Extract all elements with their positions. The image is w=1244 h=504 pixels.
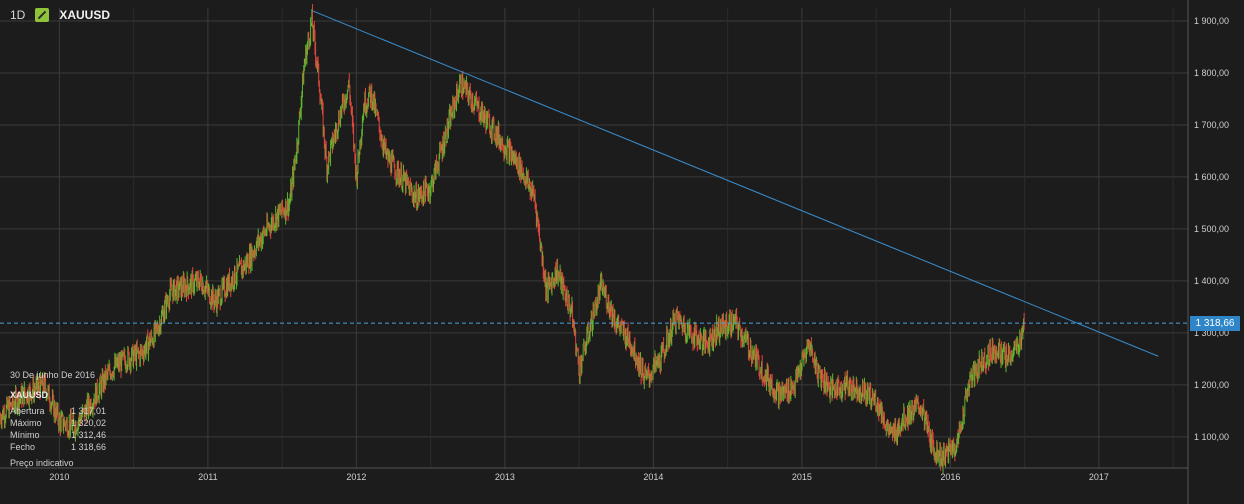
info-date: 30 De junho De 2016 — [10, 370, 96, 380]
y-tick-label: 1 500,00 — [1194, 224, 1229, 234]
x-tick-label: 2010 — [49, 472, 69, 482]
info-row-low: Mínimo 1 312,46 — [10, 430, 106, 440]
x-tick-label: 2013 — [495, 472, 515, 482]
info-note: Preço indicativo — [10, 458, 74, 468]
current-price-badge: 1 318,66 — [1190, 316, 1240, 332]
info-row-high: Máximo 1 320,02 — [10, 418, 106, 428]
info-row-open: Abertura 1 317,01 — [10, 406, 106, 416]
x-tick-label: 2014 — [643, 472, 663, 482]
timeframe-label[interactable]: 1D — [10, 8, 26, 22]
info-row-close: Fecho 1 318,66 — [10, 442, 106, 452]
y-tick-label: 1 600,00 — [1194, 172, 1229, 182]
x-tick-label: 2012 — [346, 472, 366, 482]
y-tick-label: 1 300,00 — [1194, 328, 1229, 338]
symbol-label[interactable]: XAUUSD — [59, 8, 111, 22]
x-tick-label: 2016 — [940, 472, 960, 482]
y-tick-label: 1 200,00 — [1194, 380, 1229, 390]
chart-header: 1D XAUUSD — [10, 8, 110, 22]
info-symbol: XAUUSD — [10, 390, 49, 400]
ohlc-info-panel: 30 De junho De 2016 XAUUSD Abertura 1 317… — [10, 369, 106, 469]
trendline — [311, 10, 1159, 357]
symbol-icon — [35, 8, 50, 22]
x-tick-label: 2017 — [1089, 472, 1109, 482]
chart-grid — [0, 8, 1188, 468]
y-tick-label: 1 400,00 — [1194, 276, 1229, 286]
y-tick-label: 1 700,00 — [1194, 120, 1229, 130]
x-axis: 2010 2011 2012 2013 2014 2015 2016 2017 — [0, 467, 1188, 482]
candles — [0, 4, 1025, 474]
y-tick-label: 1 800,00 — [1194, 68, 1229, 78]
y-axis: 1 100,00 1 200,00 1 300,00 1 400,00 1 500,00… — [1187, 0, 1229, 504]
x-tick-label: 2015 — [792, 472, 812, 482]
x-tick-label: 2011 — [198, 472, 217, 482]
y-tick-label: 1 900,00 — [1194, 16, 1229, 26]
y-tick-label: 1 100,00 — [1194, 432, 1229, 442]
